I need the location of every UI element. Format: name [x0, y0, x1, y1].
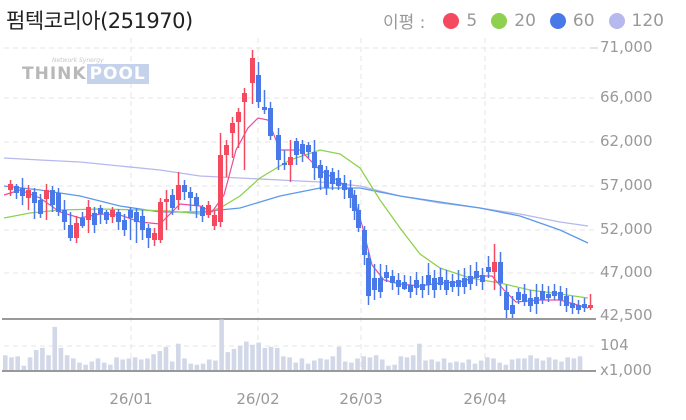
price-tick: 42,500 [600, 306, 653, 324]
legend-ma5: 5 [443, 11, 477, 31]
logo-think: THINK [22, 64, 87, 84]
dot-icon [491, 12, 508, 29]
date-tick: 26/04 [463, 390, 507, 408]
legend-ma60: 60 [549, 10, 595, 31]
stock-title: 펌텍코리아(251970) [6, 9, 193, 33]
ma-legend: 이평 : 5 20 60 120 [383, 8, 678, 34]
volume-unit: x1,000 [600, 361, 652, 379]
legend-ma5-label: 5 [466, 10, 478, 31]
dot-icon [608, 12, 625, 29]
volume-max-tick: 104 [600, 336, 629, 354]
price-tick: 66,000 [600, 88, 653, 106]
legend-ma120: 120 [608, 10, 664, 31]
legend-ma20-label: 20 [514, 10, 536, 31]
price-tick: 52,000 [600, 220, 653, 238]
date-tick: 26/03 [339, 390, 383, 408]
price-tick: 47,000 [600, 263, 653, 281]
date-tick: 26/02 [236, 390, 280, 408]
legend-ma20: 20 [491, 11, 536, 31]
legend-label: 이평 : [383, 13, 426, 33]
date-tick: 26/01 [109, 390, 153, 408]
price-tick: 71,000 [600, 38, 653, 56]
dot-icon [443, 12, 460, 29]
logo-pool: POOL [86, 64, 149, 84]
dot-icon [549, 12, 566, 29]
thinkpool-logo: Network Synergy THINK POOL [22, 57, 149, 84]
price-tick: 62,000 [600, 132, 653, 150]
legend-ma120-label: 120 [631, 10, 664, 31]
legend-ma60-label: 60 [572, 10, 595, 31]
price-tick: 57,000 [600, 176, 653, 194]
logo-tagline: Network Synergy [52, 57, 104, 64]
